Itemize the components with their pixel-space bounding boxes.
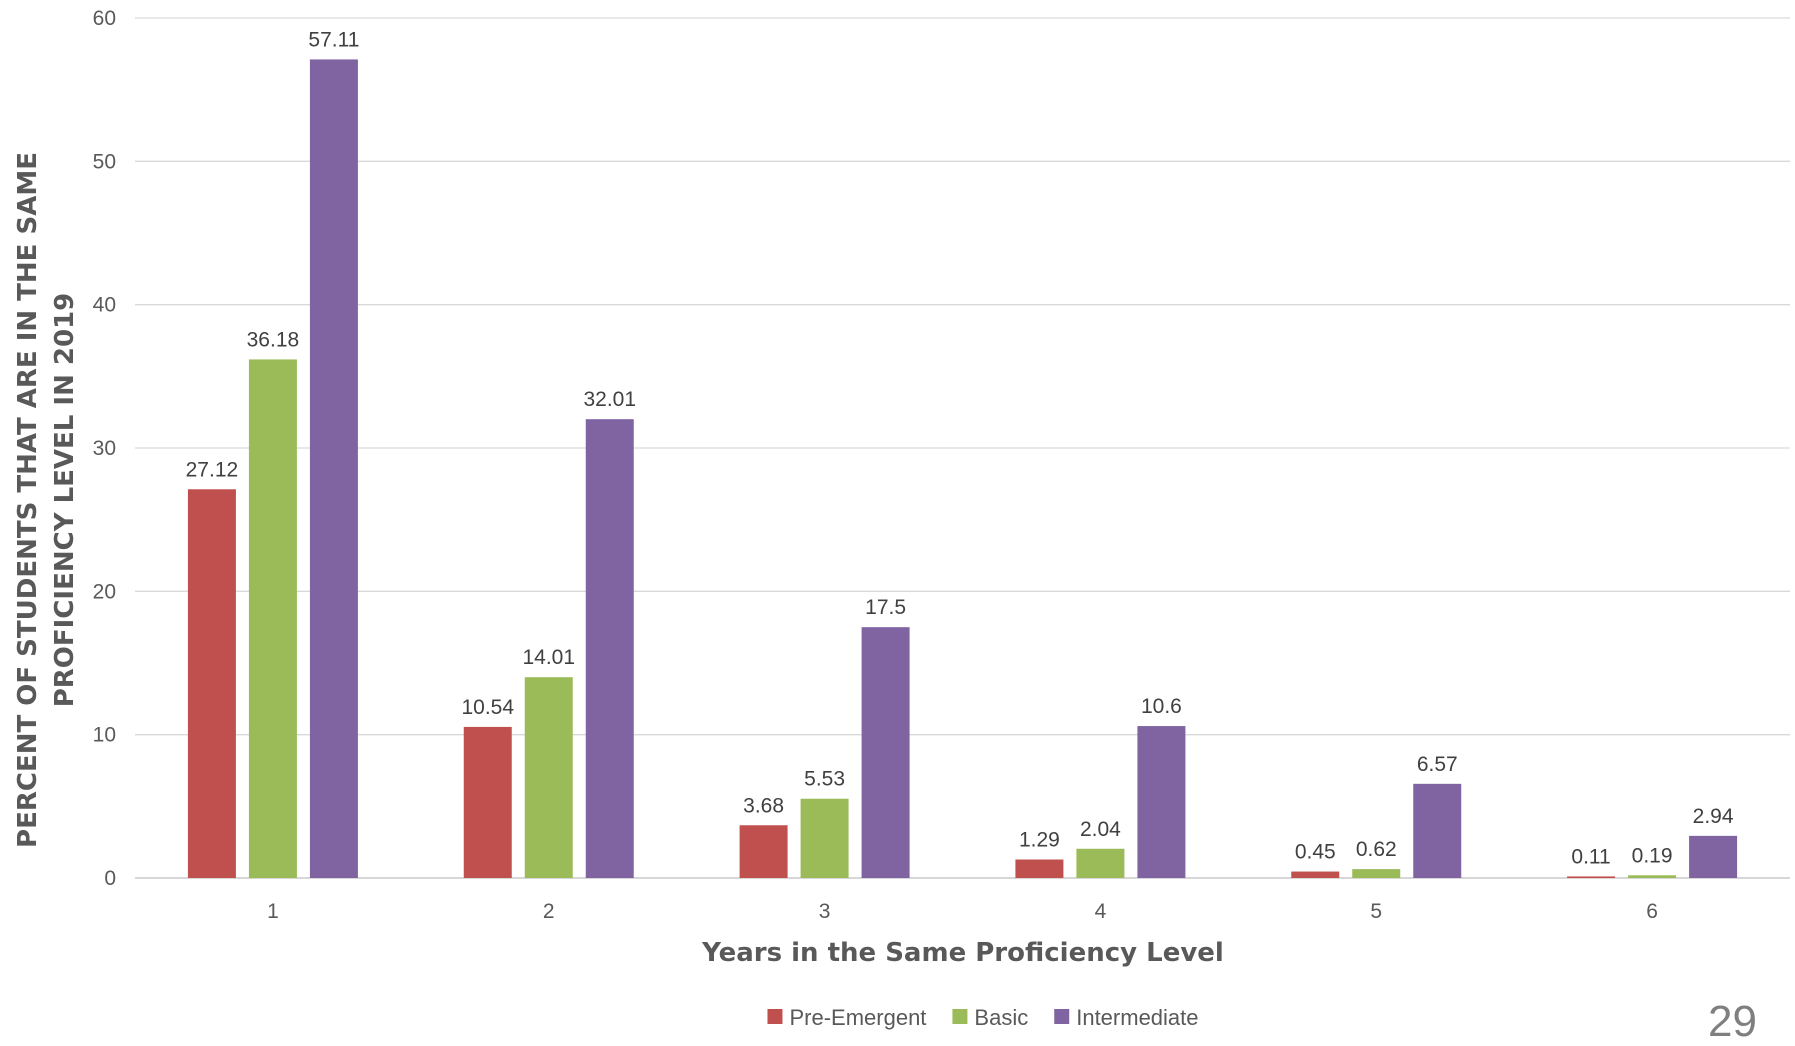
y-tick-label: 30 — [93, 437, 116, 460]
data-label: 0.11 — [1571, 845, 1610, 868]
y-tick-label: 40 — [93, 294, 116, 317]
bar-basic-3 — [800, 798, 849, 878]
x-tick-label: 4 — [1095, 900, 1107, 923]
bar-pre-emergent-6 — [1567, 876, 1616, 878]
bar-basic-1 — [248, 359, 297, 878]
data-label: 17.5 — [865, 596, 906, 619]
y-tick-label: 50 — [93, 150, 116, 173]
legend-label: Intermediate — [1076, 1005, 1198, 1030]
x-tick-label: 5 — [1370, 900, 1382, 923]
x-tick-label: 3 — [819, 900, 831, 923]
legend: Pre-Emergent Basic Intermediate — [767, 1005, 1199, 1030]
bar-intermediate-1 — [309, 59, 358, 878]
bar-basic-6 — [1628, 875, 1677, 878]
data-label: 10.54 — [461, 696, 514, 719]
x-tick-label: 1 — [267, 900, 279, 923]
data-label: 0.45 — [1295, 841, 1336, 864]
x-tick-label: 6 — [1646, 900, 1658, 923]
data-label: 14.01 — [522, 646, 575, 669]
y-axis-title-line-1: PERCENT OF STUDENTS THAT ARE IN THE SAME — [13, 152, 43, 848]
y-tick-label: 20 — [93, 580, 116, 603]
bar-pre-emergent-3 — [739, 825, 788, 878]
data-label: 0.19 — [1632, 844, 1673, 867]
bar-intermediate-6 — [1689, 835, 1738, 878]
x-axis-ticks: 1 2 3 4 5 6 — [267, 900, 1658, 923]
data-label: 1.29 — [1019, 829, 1060, 852]
bar-basic-2 — [524, 677, 573, 878]
data-label: 36.18 — [247, 328, 300, 351]
page-number: 29 — [1708, 997, 1757, 1046]
data-label: 2.04 — [1080, 818, 1121, 841]
data-label: 10.6 — [1141, 695, 1182, 718]
bar-intermediate-4 — [1137, 726, 1186, 878]
data-label: 0.62 — [1356, 838, 1397, 861]
legend-swatch — [767, 1009, 783, 1024]
y-tick-label: 10 — [93, 724, 116, 747]
bar-basic-4 — [1076, 848, 1125, 878]
data-label: 32.01 — [583, 388, 636, 411]
x-tick-label: 2 — [543, 900, 555, 923]
data-label: 27.12 — [186, 458, 239, 481]
data-labels: 27.12 36.18 57.11 10.54 14.01 32.01 3.68 5.53 17… — [186, 28, 1734, 868]
bar-intermediate-5 — [1413, 783, 1462, 878]
bar-intermediate-2 — [585, 419, 634, 878]
legend-swatch — [1054, 1009, 1070, 1024]
bar-basic-5 — [1352, 869, 1401, 878]
legend-label: Basic — [974, 1005, 1028, 1030]
x-axis-title: Years in the Same Proficiency Level — [701, 938, 1224, 968]
y-axis-ticks: 0 10 20 30 40 50 60 — [93, 7, 116, 890]
y-axis-title: PERCENT OF STUDENTS THAT ARE IN THE SAME… — [13, 152, 80, 848]
data-label: 2.94 — [1693, 805, 1734, 828]
data-label: 5.53 — [804, 768, 845, 791]
data-label: 3.68 — [743, 794, 784, 817]
bars — [187, 59, 1738, 878]
legend-label: Pre-Emergent — [789, 1005, 926, 1030]
data-label: 57.11 — [308, 28, 359, 51]
y-tick-label: 60 — [93, 7, 116, 30]
data-label: 6.57 — [1417, 753, 1458, 776]
bar-intermediate-3 — [861, 627, 910, 878]
bar-pre-emergent-2 — [463, 726, 512, 878]
bar-pre-emergent-4 — [1015, 859, 1064, 878]
gridlines — [135, 17, 1790, 879]
bar-pre-emergent-1 — [187, 489, 236, 878]
y-axis-title-line-2: PROFICIENCY LEVEL IN 2019 — [50, 293, 80, 708]
y-tick-label: 0 — [104, 867, 116, 890]
legend-swatch — [952, 1009, 968, 1024]
bar-pre-emergent-5 — [1291, 871, 1340, 878]
